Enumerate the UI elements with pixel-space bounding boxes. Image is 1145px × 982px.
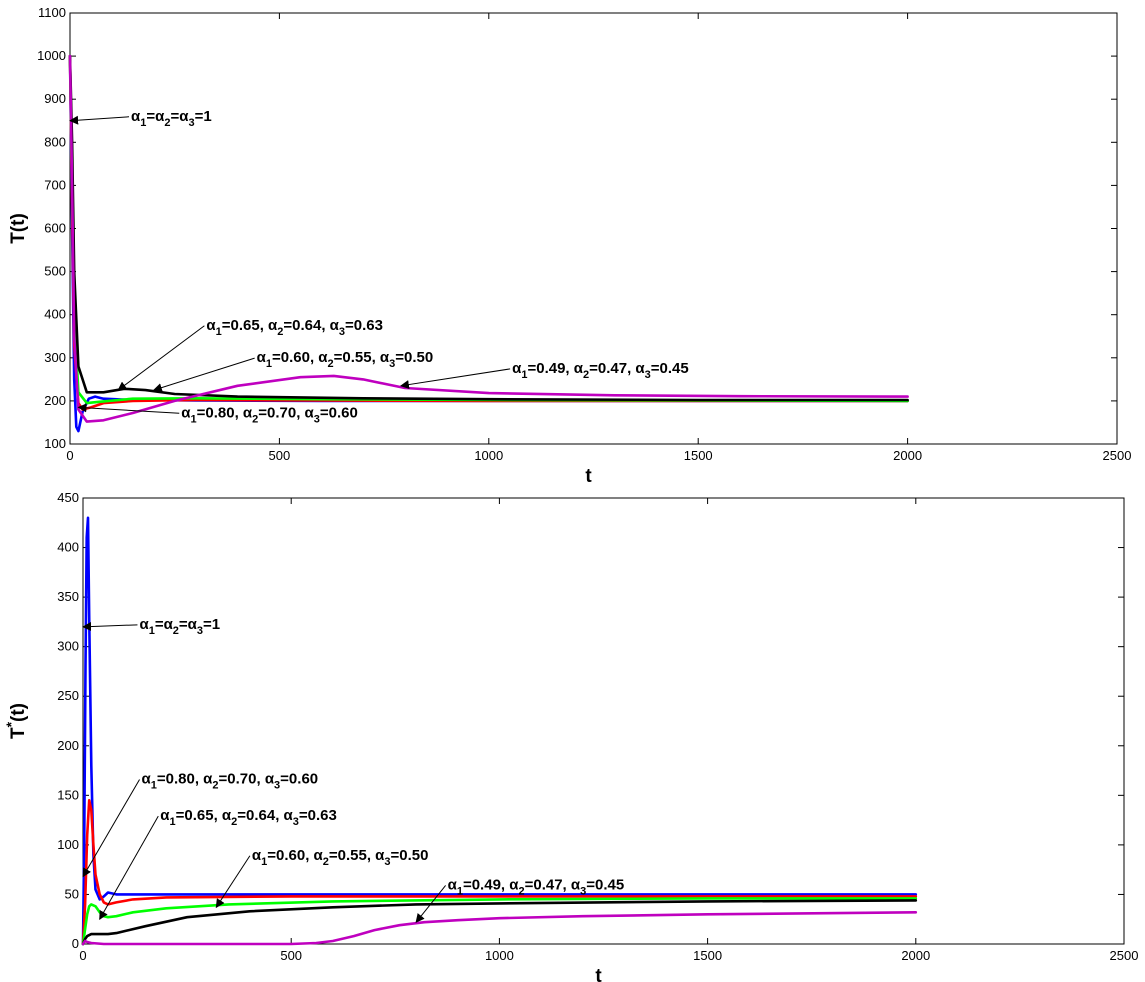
annotation-label: α1=α2=α3=1	[131, 108, 212, 129]
y-tick-label: 200	[57, 738, 79, 753]
y-axis-label: T*(t)	[3, 703, 29, 739]
x-tick-label: 1000	[485, 948, 514, 963]
y-tick-label: 400	[44, 307, 66, 322]
x-tick-label: 2000	[901, 948, 930, 963]
annotation-label: α1=0.65, α2=0.64, α3=0.63	[160, 807, 337, 828]
bottom-chart-panel: 0 500 1000 1500 2000 2500 0 50 100 150 200 250 300 35…	[3, 490, 1138, 982]
bottom-plot-frame	[82, 497, 1125, 945]
annotation-arrow	[69, 115, 130, 125]
annotation-label: α1=0.65, α2=0.64, α3=0.63	[206, 317, 383, 338]
annotation-label: α1=0.49, α2=0.47, α3=0.45	[512, 360, 689, 381]
top-chart-panel: 0 500 1000 1500 2000 2500 100 200 300 400 500 600 70…	[8, 5, 1131, 487]
x-axis-label: t	[585, 466, 592, 487]
annotation-label: α1=α2=α3=1	[139, 616, 220, 637]
y-tick-label: 600	[44, 221, 66, 236]
annotation-arrow	[215, 855, 251, 909]
y-tick-label: 800	[44, 134, 66, 149]
y-tick-label: 200	[44, 393, 66, 408]
x-tick-label: 2000	[893, 448, 922, 463]
y-tick-label: 500	[44, 264, 66, 279]
y-tick-label: 1000	[37, 48, 66, 63]
annotation-arrow	[77, 403, 180, 414]
x-tick-label: 2500	[1103, 448, 1132, 463]
series-line-black	[81, 899, 918, 946]
annotation-arrow	[82, 622, 138, 632]
annotation-label: α1=0.60, α2=0.55, α3=0.50	[252, 847, 429, 868]
x-tick-label: 0	[66, 448, 73, 463]
x-tick-label: 1000	[474, 448, 503, 463]
series-line-black	[68, 54, 909, 402]
y-axis-label: T(t)	[8, 213, 29, 244]
y-tick-label: 450	[57, 490, 79, 505]
y-tick-label: 300	[57, 639, 79, 654]
annotation-label: α1=0.80, α2=0.70, α3=0.60	[142, 770, 319, 791]
y-tick-label: 900	[44, 91, 66, 106]
top-plot-frame	[69, 12, 1118, 445]
y-tick-label: 400	[57, 540, 79, 555]
annotation-label: α1=0.49, α2=0.47, α3=0.45	[448, 876, 625, 897]
y-tick-label: 100	[44, 436, 66, 451]
series-line-magenta	[68, 54, 909, 423]
y-tick-label: 100	[57, 837, 79, 852]
x-axis-label: t	[595, 966, 602, 982]
x-tick-label: 2500	[1110, 948, 1139, 963]
annotation-arrow	[82, 779, 140, 878]
annotation-arrow	[117, 325, 205, 391]
series-line-green	[81, 897, 918, 946]
y-tick-label: 1100	[38, 5, 66, 20]
y-tick-label: 150	[57, 787, 79, 802]
annotation-arrow	[99, 815, 159, 921]
annotation-arrow	[399, 368, 511, 390]
annotation-label: α1=0.60, α2=0.55, α3=0.50	[257, 349, 434, 370]
y-tick-label: 0	[72, 936, 79, 951]
y-tick-label: 300	[44, 350, 66, 365]
series-line-magenta	[81, 910, 918, 946]
x-tick-label: 500	[269, 448, 291, 463]
y-tick-label: 50	[65, 886, 79, 901]
x-tick-label: 1500	[693, 948, 722, 963]
x-tick-label: 0	[79, 948, 86, 963]
x-tick-label: 500	[280, 948, 302, 963]
y-tick-label: 700	[44, 177, 66, 192]
annotation-arrow	[415, 885, 446, 923]
y-tick-label: 350	[57, 589, 79, 604]
annotation-label: α1=0.80, α2=0.70, α3=0.60	[181, 404, 358, 425]
y-tick-label: 250	[57, 688, 79, 703]
x-tick-label: 1500	[684, 448, 713, 463]
series-line-red	[81, 798, 918, 946]
series-line-blue	[81, 516, 918, 946]
annotation-arrow	[152, 357, 255, 392]
